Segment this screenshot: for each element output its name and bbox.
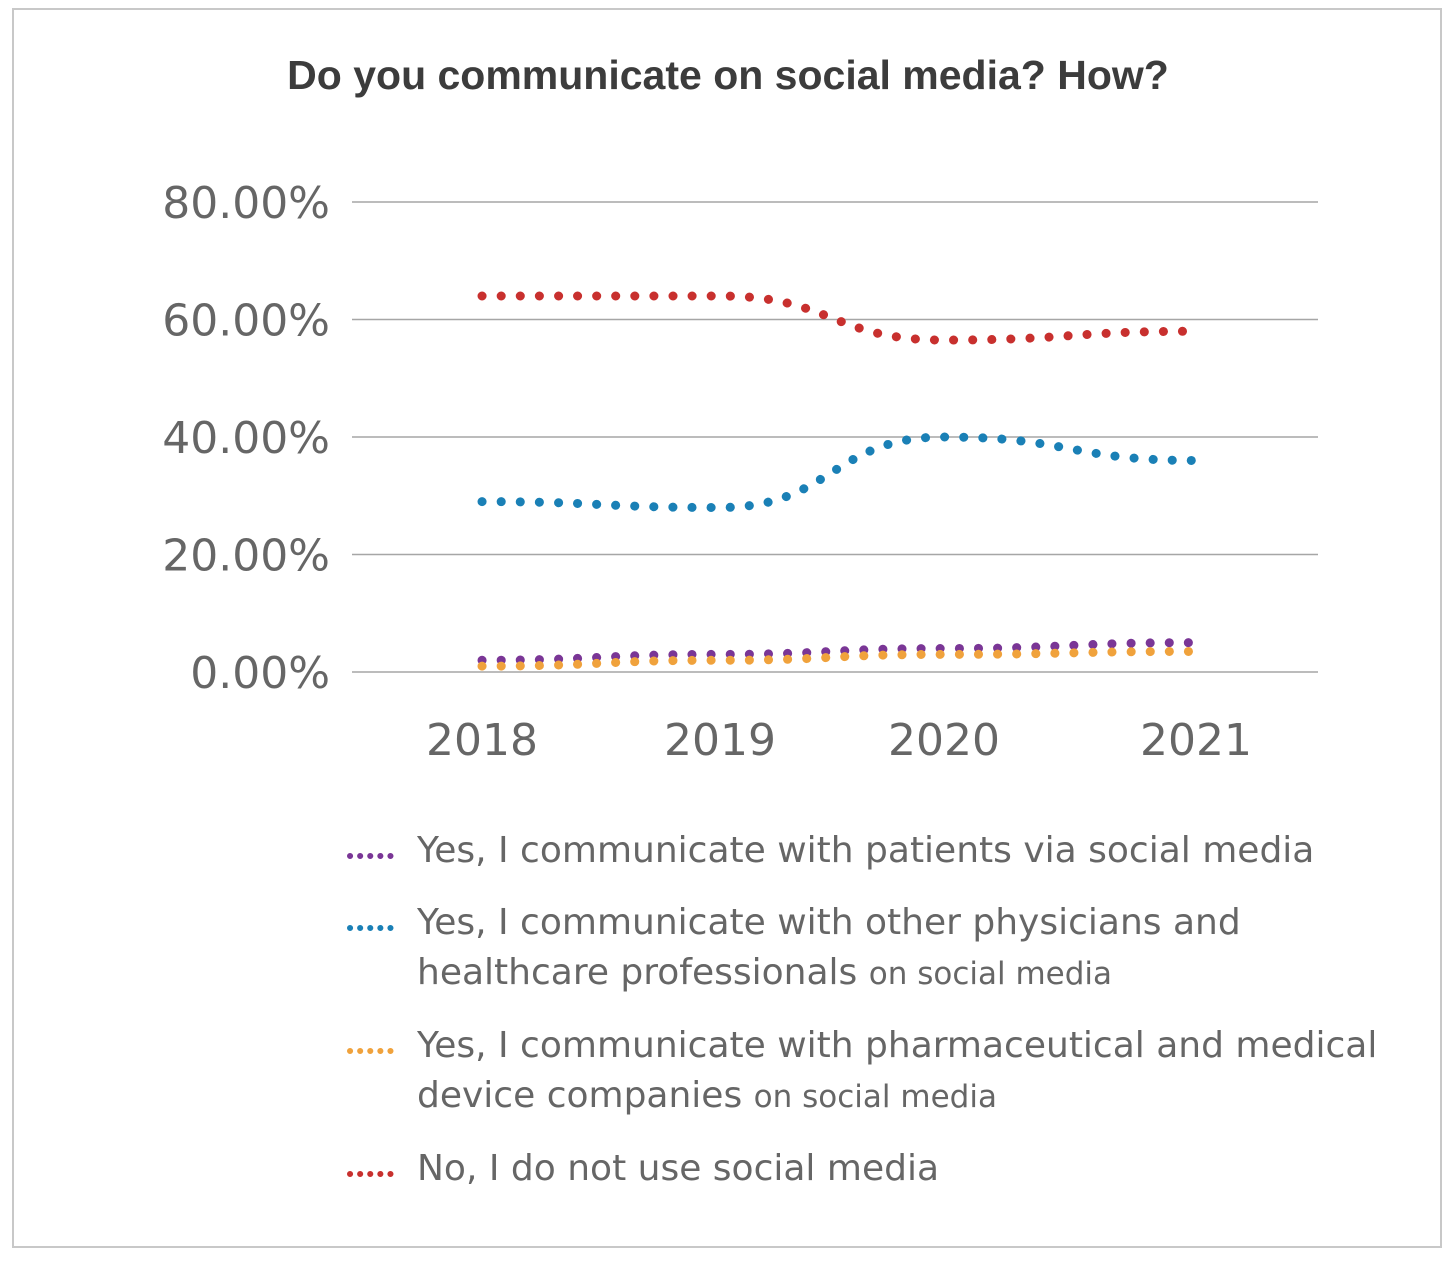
legend-swatch-physicians	[345, 923, 405, 933]
legend-label-pharma-main: Yes, I communicate with pharmaceutical a…	[417, 1025, 1378, 1116]
legend-label-physicians-main: Yes, I communicate with other physicians…	[417, 902, 1241, 993]
gridlines	[352, 201, 1318, 673]
chart-frame	[12, 8, 1442, 1248]
x-tick-label: 2020	[888, 715, 1000, 766]
series-line	[477, 638, 1201, 665]
legend-label-physicians-tail: on social media	[868, 956, 1113, 992]
y-axis-ticks: 0.00% 20.00% 40.00% 60.00% 80.00%	[162, 178, 330, 699]
series-line	[477, 291, 1201, 345]
x-axis-ticks: 2018 2019 2020 2021	[426, 715, 1252, 766]
y-tick-label: 20.00%	[162, 531, 330, 582]
legend-swatch-no-social-media	[345, 1169, 405, 1179]
chart-title: Do you communicate on social media? How?	[287, 52, 1169, 98]
legend-swatch-pharma	[345, 1046, 405, 1056]
legend-swatch-patients	[345, 851, 405, 861]
y-tick-label: 80.00%	[162, 178, 330, 229]
legend-label-no-social-media: No, I do not use social media	[417, 1144, 939, 1194]
x-tick-label: 2018	[426, 715, 538, 766]
legend: Yes, I communicate with patients via soc…	[345, 826, 1425, 1216]
legend-item-pharma[interactable]: Yes, I communicate with pharmaceutical a…	[345, 1021, 1425, 1122]
legend-label-patients: Yes, I communicate with patients via soc…	[417, 826, 1314, 876]
legend-label-patients-main: Yes, I communicate with patients via soc…	[417, 830, 1315, 871]
series-line	[477, 432, 1201, 513]
legend-item-no-social-media[interactable]: No, I do not use social media	[345, 1144, 1425, 1194]
legend-item-physicians[interactable]: Yes, I communicate with other physicians…	[345, 898, 1425, 999]
legend-item-patients[interactable]: Yes, I communicate with patients via soc…	[345, 826, 1425, 876]
line-chart: 0.00%20.00%40.00%60.00%80.00% 2018 2019 20…	[162, 178, 1318, 766]
series-lines	[477, 291, 1201, 671]
y-tick-label: 40.00%	[162, 413, 330, 464]
y-tick-label: 0.00%	[190, 648, 330, 699]
x-tick-label: 2021	[1140, 715, 1252, 766]
legend-label-physicians: Yes, I communicate with other physicians…	[417, 898, 1425, 999]
x-tick-label: 2019	[664, 715, 776, 766]
y-tick-label: 60.00%	[162, 296, 330, 347]
legend-label-no-social-media-main: No, I do not use social media	[417, 1148, 939, 1189]
legend-label-pharma-tail: on social media	[753, 1079, 997, 1115]
legend-label-pharma: Yes, I communicate with pharmaceutical a…	[417, 1021, 1425, 1122]
series-line	[477, 646, 1201, 671]
